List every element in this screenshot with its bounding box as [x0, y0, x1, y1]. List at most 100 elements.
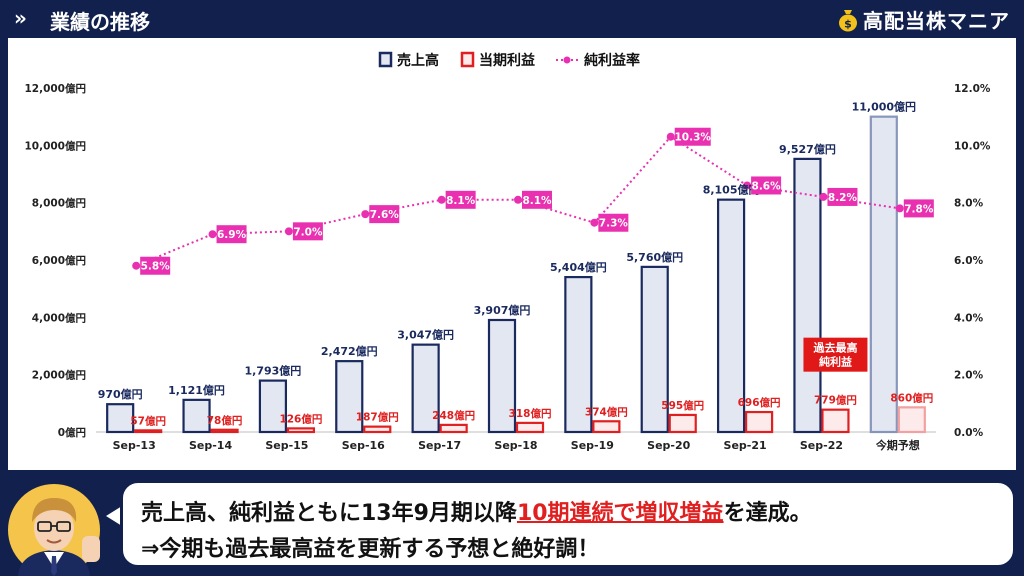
bar-revenue	[411, 343, 440, 434]
speech-bubble: 売上高、純利益ともに13年9月期以降10期連続で増収増益を達成。 ⇒今期も過去最…	[120, 480, 1016, 568]
data-label-revenue: 11,000億円	[852, 100, 916, 114]
data-label-profit: 248億円	[432, 409, 475, 422]
point-net-margin	[743, 181, 752, 190]
bar-revenue	[182, 398, 211, 434]
svg-text:$: $	[844, 17, 852, 30]
data-label-revenue: 5,760億円	[626, 250, 683, 264]
data-label-margin: 8.2%	[828, 192, 858, 204]
bar-revenue	[258, 379, 288, 434]
data-label-margin-bg	[140, 256, 171, 275]
y-right-tick-label: 10.0%	[954, 140, 991, 152]
y-right-tick-label: 8.0%	[954, 198, 984, 210]
point-net-margin	[819, 192, 828, 201]
data-label-margin-bg	[445, 190, 476, 209]
data-label-revenue: 1,121億円	[168, 383, 225, 397]
x-tick-label: Sep-18	[494, 439, 537, 452]
data-label-margin: 8.6%	[752, 180, 782, 192]
bar-revenue	[793, 157, 822, 434]
data-label-profit: 696億円	[738, 396, 781, 409]
data-label-margin-bg	[751, 176, 782, 195]
data-label-profit: 57億円	[130, 414, 166, 427]
point-net-margin	[284, 227, 293, 236]
data-label-revenue: 970億円	[98, 387, 143, 401]
y-left-tick-label: 6,000億円	[32, 254, 86, 267]
data-label-margin-bg	[903, 199, 934, 218]
data-label-revenue: 2,472億円	[321, 344, 378, 358]
x-tick-label: Sep-19	[571, 439, 614, 452]
message-line-2: ⇒今期も過去最高益を更新する予想と絶好調！	[141, 537, 600, 562]
chart-labels: 970億円 57億円 1,121億円 78億円 1,793億円 126億円 2,472億円 1…	[98, 100, 934, 428]
x-tick-label: Sep-15	[265, 439, 308, 452]
bar-profit	[515, 421, 545, 434]
data-label-profit: 126億円	[279, 412, 322, 425]
point-net-margin	[514, 195, 522, 204]
point-net-margin	[895, 204, 904, 213]
data-label-margin: 8.1%	[446, 195, 476, 207]
data-label-profit: 187億円	[356, 411, 399, 424]
x-tick-label: Sep-13	[113, 439, 156, 452]
data-label-revenue: 3,047億円	[397, 328, 454, 342]
message-line-1: 売上高、純利益ともに13年9月期以降10期連続で増収増益を達成。	[141, 495, 812, 527]
header-bar: » 業績の推移 $ 高配当株マニア	[0, 0, 1024, 38]
data-label-profit: 595億円	[661, 399, 704, 412]
x-tick-label: Sep-16	[342, 439, 385, 452]
chart-bars	[106, 115, 926, 434]
data-label-margin-bg	[674, 127, 711, 146]
x-tick-label: Sep-20	[647, 439, 690, 452]
point-net-margin	[361, 210, 370, 219]
point-net-margin	[590, 218, 599, 227]
bar-profit	[592, 420, 621, 434]
message-highlight: 10期連続で増収増益	[516, 501, 724, 526]
point-net-margin	[132, 261, 141, 270]
message-line-1-post: を達成。	[723, 501, 812, 526]
data-label-margin: 6.9%	[217, 229, 247, 241]
bar-profit	[210, 428, 239, 434]
y-right-tick-label: 6.0%	[954, 255, 984, 267]
y-left-tick-label: 2,000億円	[32, 369, 86, 382]
x-tick-label: Sep-14	[189, 439, 232, 452]
bar-profit	[897, 406, 926, 434]
bar-profit	[286, 427, 316, 434]
data-label-margin-bg	[598, 213, 629, 232]
bar-profit	[744, 410, 774, 434]
message-area: 売上高、純利益ともに13年9月期以降10期連続で増収増益を達成。 ⇒今期も過去最…	[0, 470, 1024, 576]
point-net-margin	[437, 195, 446, 204]
data-label-margin: 7.6%	[370, 209, 400, 221]
annotation-text: 過去最高	[812, 341, 857, 355]
x-tick-label: 今期予想	[875, 438, 920, 452]
x-tick-label: Sep-22	[800, 439, 843, 452]
y-right-tick-label: 4.0%	[954, 312, 984, 324]
legend-swatch-revenue	[378, 51, 393, 68]
data-label-revenue: 3,907億円	[474, 303, 531, 317]
chart-line	[132, 132, 904, 270]
y-left-tick-label: 4,000億円	[32, 311, 86, 324]
data-label-margin: 7.8%	[904, 203, 934, 215]
data-label-revenue: 1,793億円	[245, 364, 302, 378]
page-title: 業績の推移	[50, 10, 150, 34]
bar-revenue	[564, 275, 593, 434]
y-left-tick-label: 12,000億円	[24, 82, 86, 95]
presenter-avatar-icon	[8, 484, 100, 576]
bar-revenue	[106, 403, 135, 434]
chart-axes: 0億円 2,000億円 4,000億円 6,000億円 8,000億円 10,000億円 1…	[24, 82, 990, 452]
logo-text: 高配当株マニア	[863, 9, 1010, 33]
data-label-margin-bg	[216, 225, 247, 244]
bar-profit	[363, 425, 392, 434]
bar-revenue	[640, 265, 669, 434]
data-label-margin-bg	[369, 205, 400, 224]
legend-label-profit: 当期利益	[479, 52, 535, 69]
bar-revenue	[487, 318, 517, 434]
legend-marker-margin	[563, 56, 571, 64]
speech-bubble-tail	[106, 506, 122, 526]
data-label-margin-bg	[827, 187, 858, 206]
message-line-1-pre: 売上高、純利益ともに13年9月期以降	[141, 501, 517, 526]
data-label-profit: 78億円	[207, 414, 243, 427]
y-left-tick-label: 8,000億円	[32, 197, 86, 210]
y-right-tick-label: 2.0%	[954, 370, 984, 382]
money-bag-icon: $	[839, 9, 857, 31]
point-net-margin	[208, 230, 217, 239]
y-right-tick-label: 0.0%	[954, 427, 984, 439]
data-label-revenue: 8,105億円	[703, 183, 760, 197]
y-left-tick-label: 10,000億円	[24, 139, 86, 152]
data-label-revenue: 5,404億円	[550, 260, 607, 274]
